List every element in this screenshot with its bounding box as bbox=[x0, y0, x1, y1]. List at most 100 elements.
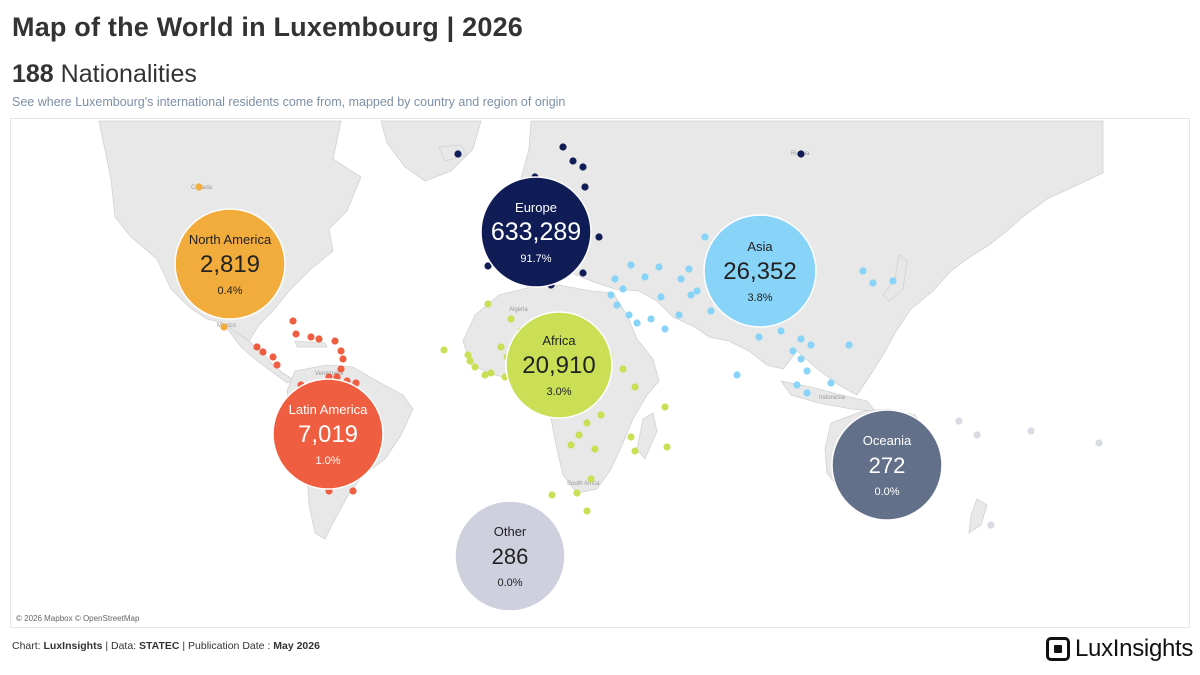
country-dot-africa[interactable] bbox=[661, 403, 669, 411]
country-dot-africa[interactable] bbox=[663, 443, 671, 451]
country-dot-asia[interactable] bbox=[793, 381, 801, 389]
country-dot-africa[interactable] bbox=[471, 363, 479, 371]
country-dot-europe[interactable] bbox=[579, 163, 587, 171]
country-dot-latin-america[interactable] bbox=[339, 355, 347, 363]
region-bubble-africa[interactable]: Africa 20,910 3.0% bbox=[505, 311, 613, 419]
country-dot-asia[interactable] bbox=[701, 233, 709, 241]
country-dot-africa[interactable] bbox=[573, 489, 581, 497]
country-dot-africa[interactable] bbox=[484, 300, 492, 308]
country-dot-africa[interactable] bbox=[583, 419, 591, 427]
country-dot-europe[interactable] bbox=[595, 233, 603, 241]
region-bubble-oceania[interactable]: Oceania 272 0.0% bbox=[831, 409, 943, 521]
country-dot-africa[interactable] bbox=[631, 447, 639, 455]
country-dot-latin-america[interactable] bbox=[253, 343, 261, 351]
country-dot-asia[interactable] bbox=[687, 291, 695, 299]
country-dot-africa[interactable] bbox=[631, 383, 639, 391]
country-dot-north-america[interactable] bbox=[220, 323, 228, 331]
country-dot-africa[interactable] bbox=[627, 433, 635, 441]
country-dot-europe[interactable] bbox=[559, 143, 567, 151]
country-dot-asia[interactable] bbox=[869, 279, 877, 287]
world-map[interactable]: CanadaMexicoVenezuelaAlgeriaSouth Africa… bbox=[10, 118, 1190, 628]
country-dot-asia[interactable] bbox=[675, 311, 683, 319]
country-dot-africa[interactable] bbox=[597, 411, 605, 419]
country-dot-asia[interactable] bbox=[685, 265, 693, 273]
country-dot-asia[interactable] bbox=[627, 261, 635, 269]
region-bubble-europe[interactable]: Europe 633,289 91.7% bbox=[480, 176, 592, 288]
country-dot-asia[interactable] bbox=[797, 355, 805, 363]
country-dot-asia[interactable] bbox=[647, 315, 655, 323]
country-dot-asia[interactable] bbox=[613, 301, 621, 309]
country-dot-latin-america[interactable] bbox=[337, 347, 345, 355]
region-circle-oceania[interactable] bbox=[831, 409, 943, 521]
country-dot-asia[interactable] bbox=[789, 347, 797, 355]
country-dot-europe[interactable] bbox=[454, 150, 462, 158]
country-dot-asia[interactable] bbox=[889, 277, 897, 285]
country-dot-latin-america[interactable] bbox=[289, 317, 297, 325]
country-dot-asia[interactable] bbox=[625, 311, 633, 319]
country-dot-africa[interactable] bbox=[575, 431, 583, 439]
country-dot-asia[interactable] bbox=[733, 371, 741, 379]
country-dot-europe[interactable] bbox=[484, 262, 492, 270]
country-dot-asia[interactable] bbox=[655, 263, 663, 271]
country-dot-asia[interactable] bbox=[845, 341, 853, 349]
country-dot-latin-america[interactable] bbox=[349, 487, 357, 495]
country-dot-asia[interactable] bbox=[611, 275, 619, 283]
country-dot-oceania[interactable] bbox=[973, 431, 981, 439]
country-dot-latin-america[interactable] bbox=[292, 330, 300, 338]
country-dot-asia[interactable] bbox=[827, 379, 835, 387]
region-circle-asia[interactable] bbox=[703, 214, 817, 328]
country-dot-africa[interactable] bbox=[507, 315, 515, 323]
country-dot-oceania[interactable] bbox=[987, 521, 995, 529]
country-dot-latin-america[interactable] bbox=[315, 335, 323, 343]
country-dot-africa[interactable] bbox=[497, 343, 505, 351]
country-dot-europe[interactable] bbox=[581, 183, 589, 191]
country-dot-africa[interactable] bbox=[619, 365, 627, 373]
country-dot-asia[interactable] bbox=[807, 341, 815, 349]
country-dot-north-america[interactable] bbox=[195, 183, 203, 191]
region-circle-africa[interactable] bbox=[505, 311, 613, 419]
country-dot-africa[interactable] bbox=[591, 445, 599, 453]
country-dot-africa[interactable] bbox=[466, 357, 474, 365]
country-dot-latin-america[interactable] bbox=[337, 365, 345, 373]
country-dot-asia[interactable] bbox=[693, 287, 701, 295]
region-circle-latin-america[interactable] bbox=[272, 378, 384, 490]
country-dot-asia[interactable] bbox=[619, 285, 627, 293]
map-canvas[interactable]: CanadaMexicoVenezuelaAlgeriaSouth Africa… bbox=[11, 119, 1190, 628]
country-dot-asia[interactable] bbox=[803, 389, 811, 397]
country-dot-asia[interactable] bbox=[803, 367, 811, 375]
country-dot-oceania[interactable] bbox=[955, 417, 963, 425]
country-dot-oceania[interactable] bbox=[1095, 439, 1103, 447]
country-dot-africa[interactable] bbox=[464, 351, 472, 359]
country-dot-africa[interactable] bbox=[481, 371, 489, 379]
country-dot-europe[interactable] bbox=[797, 150, 805, 158]
country-dot-asia[interactable] bbox=[797, 335, 805, 343]
country-dot-africa[interactable] bbox=[587, 475, 595, 483]
region-circle-north-america[interactable] bbox=[174, 208, 286, 320]
region-bubble-north-america[interactable]: North America 2,819 0.4% bbox=[174, 208, 286, 320]
country-dot-latin-america[interactable] bbox=[273, 361, 281, 369]
country-dot-asia[interactable] bbox=[677, 275, 685, 283]
country-dot-asia[interactable] bbox=[661, 325, 669, 333]
country-dot-asia[interactable] bbox=[641, 273, 649, 281]
country-dot-latin-america[interactable] bbox=[331, 337, 339, 345]
country-dot-oceania[interactable] bbox=[1027, 427, 1035, 435]
country-dot-latin-america[interactable] bbox=[307, 333, 315, 341]
region-bubble-other[interactable]: Other 286 0.0% bbox=[454, 500, 566, 612]
region-circle-other[interactable] bbox=[454, 500, 566, 612]
country-dot-europe[interactable] bbox=[579, 269, 587, 277]
country-dot-asia[interactable] bbox=[633, 319, 641, 327]
country-dot-asia[interactable] bbox=[777, 327, 785, 335]
country-dot-africa[interactable] bbox=[487, 369, 495, 377]
country-dot-asia[interactable] bbox=[859, 267, 867, 275]
country-dot-latin-america[interactable] bbox=[259, 348, 267, 356]
country-dot-latin-america[interactable] bbox=[269, 353, 277, 361]
country-dot-europe[interactable] bbox=[569, 157, 577, 165]
country-dot-africa[interactable] bbox=[567, 441, 575, 449]
region-bubble-asia[interactable]: Asia 26,352 3.8% bbox=[703, 214, 817, 328]
country-dot-africa[interactable] bbox=[583, 507, 591, 515]
region-bubble-latin-america[interactable]: Latin America 7,019 1.0% bbox=[272, 378, 384, 490]
country-dot-asia[interactable] bbox=[755, 333, 763, 341]
country-dot-asia[interactable] bbox=[657, 293, 665, 301]
country-dot-asia[interactable] bbox=[707, 307, 715, 315]
region-circle-europe[interactable] bbox=[480, 176, 592, 288]
